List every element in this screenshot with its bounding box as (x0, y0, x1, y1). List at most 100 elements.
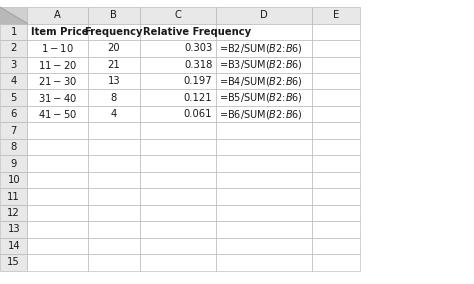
Bar (88, 40, 140, 57)
Bar (27, 24, 88, 40)
Bar (312, 188, 360, 205)
Text: D: D (260, 10, 268, 20)
Bar (0, 24, 27, 40)
Bar (312, 238, 360, 254)
Text: $11 - $20: $11 - $20 (38, 59, 77, 71)
Bar (27, 122, 88, 139)
Text: $41 - $50: $41 - $50 (38, 108, 77, 120)
Bar (216, 40, 312, 57)
Bar (140, 24, 216, 40)
Text: 8: 8 (10, 142, 17, 152)
Bar (0, 155, 27, 172)
Text: 0.061: 0.061 (184, 109, 212, 119)
Bar (27, 172, 88, 188)
Text: Relative Frequency: Relative Frequency (143, 27, 251, 37)
Text: 10: 10 (8, 175, 20, 185)
Text: 11: 11 (8, 191, 20, 202)
Bar (312, 57, 360, 73)
Bar (0, 205, 27, 221)
Text: Item Price: Item Price (31, 27, 88, 37)
Text: 7: 7 (10, 126, 17, 136)
Bar (140, 139, 216, 155)
Text: =B5/SUM($B$2:$B$6): =B5/SUM($B$2:$B$6) (219, 91, 303, 104)
Bar (312, 40, 360, 57)
Text: 21: 21 (108, 60, 120, 70)
Bar (88, 155, 140, 172)
Bar (140, 155, 216, 172)
Bar (88, 188, 140, 205)
Bar (140, 106, 216, 122)
Bar (140, 221, 216, 238)
Bar (216, 221, 312, 238)
Bar (140, 188, 216, 205)
Text: 20: 20 (108, 43, 120, 53)
Bar (140, 122, 216, 139)
Polygon shape (0, 7, 27, 24)
Text: 0.197: 0.197 (184, 76, 212, 86)
Text: =B3/SUM($B$2:$B$6): =B3/SUM($B$2:$B$6) (219, 58, 303, 71)
Bar (312, 139, 360, 155)
Text: 12: 12 (8, 208, 20, 218)
Bar (312, 106, 360, 122)
Bar (0, 254, 27, 271)
Text: 13: 13 (108, 76, 120, 86)
Bar (88, 7, 140, 24)
Text: 0.318: 0.318 (184, 60, 212, 70)
Bar (0, 7, 27, 24)
Bar (27, 155, 88, 172)
Bar (216, 188, 312, 205)
Bar (0, 57, 27, 73)
Bar (216, 155, 312, 172)
Bar (216, 139, 312, 155)
Text: A: A (54, 10, 61, 20)
Bar (312, 254, 360, 271)
Bar (140, 7, 216, 24)
Text: 15: 15 (8, 257, 20, 268)
Bar (88, 139, 140, 155)
Text: 0.121: 0.121 (184, 93, 212, 103)
Bar (312, 205, 360, 221)
Text: $31 - $40: $31 - $40 (38, 92, 77, 104)
Bar (27, 106, 88, 122)
Bar (312, 221, 360, 238)
Bar (88, 238, 140, 254)
Bar (88, 57, 140, 73)
Bar (312, 172, 360, 188)
Bar (27, 221, 88, 238)
Bar (216, 106, 312, 122)
Bar (88, 73, 140, 89)
Bar (216, 122, 312, 139)
Text: 5: 5 (10, 93, 17, 103)
Bar (0, 122, 27, 139)
Bar (27, 205, 88, 221)
Text: 0.303: 0.303 (184, 43, 212, 53)
Bar (27, 89, 88, 106)
Bar (140, 57, 216, 73)
Bar (216, 57, 312, 73)
Bar (88, 221, 140, 238)
Text: =B6/SUM($B$2:$B$6): =B6/SUM($B$2:$B$6) (219, 108, 303, 121)
Bar (27, 238, 88, 254)
Bar (0, 172, 27, 188)
Bar (0, 40, 27, 57)
Bar (216, 7, 312, 24)
Bar (27, 73, 88, 89)
Bar (0, 188, 27, 205)
Text: $21 - $30: $21 - $30 (38, 75, 77, 87)
Bar (216, 238, 312, 254)
Bar (216, 89, 312, 106)
Bar (27, 254, 88, 271)
Text: 8: 8 (110, 93, 117, 103)
Text: =B2/SUM($B$2:$B$6): =B2/SUM($B$2:$B$6) (219, 42, 303, 55)
Text: =B4/SUM($B$2:$B$6): =B4/SUM($B$2:$B$6) (219, 75, 303, 88)
Text: E: E (333, 10, 339, 20)
Bar (0, 221, 27, 238)
Bar (140, 205, 216, 221)
Text: $1 - $10: $1 - $10 (41, 42, 74, 54)
Bar (27, 57, 88, 73)
Bar (0, 238, 27, 254)
Bar (0, 106, 27, 122)
Bar (27, 139, 88, 155)
Text: B: B (110, 10, 117, 20)
Bar (216, 172, 312, 188)
